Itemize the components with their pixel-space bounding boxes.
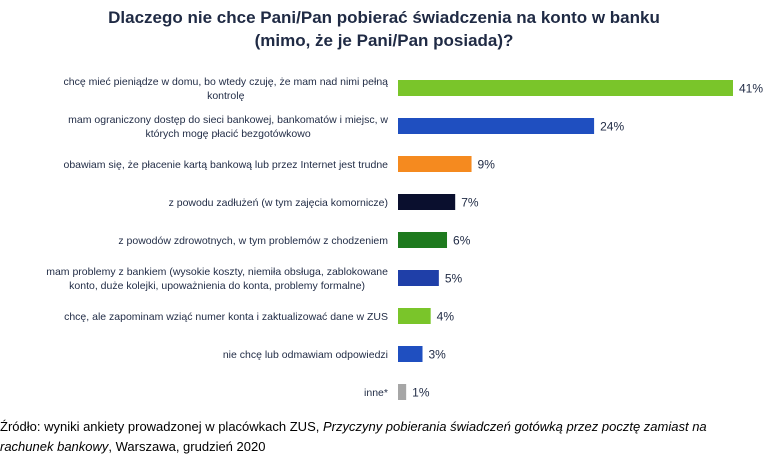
value-label-8: 3% bbox=[429, 348, 447, 362]
chart-title-line-2: (mimo, że je Pani/Pan posiada)? bbox=[254, 31, 514, 50]
category-label-8-line-1: nie chcę lub odmawiam odpowiedzi bbox=[223, 349, 388, 361]
bar-4 bbox=[398, 194, 456, 210]
category-label-5-line-1: z powodów zdrowotnych, w tym problemów z… bbox=[118, 235, 388, 247]
category-label-9-line-1: inne* bbox=[364, 387, 388, 399]
category-label-9: inne* bbox=[364, 387, 388, 399]
source-note: Źródło: wyniki ankiety prowadzonej w pla… bbox=[0, 417, 768, 457]
chart-title-line-1: Dlaczego nie chce Pani/Pan pobierać świa… bbox=[108, 8, 660, 27]
category-label-6-line-2: konto, duże kolejki, upoważnienia do kon… bbox=[69, 280, 365, 292]
category-label-7-line-1: chcę, ale zapominam wziąć numer konta i … bbox=[64, 311, 388, 323]
category-label-6-line-1: mam problemy z bankiem (wysokie koszty, … bbox=[46, 266, 388, 278]
category-label-2: mam ograniczony dostęp do sieci bankowej… bbox=[68, 114, 388, 140]
category-label-2-line-2: których mogę płacić bezgotówkowo bbox=[146, 128, 311, 140]
category-label-3: obawiam się, że płacenie kartą bankową l… bbox=[63, 159, 388, 171]
source-suffix: , Warszawa, grudzień 2020 bbox=[108, 439, 266, 454]
bar-1 bbox=[398, 80, 733, 96]
category-label-4: z powodu zadłużeń (w tym zajęcia komorni… bbox=[169, 197, 388, 209]
value-label-1: 41% bbox=[739, 82, 763, 96]
bar-3 bbox=[398, 156, 472, 172]
bar-7 bbox=[398, 308, 431, 324]
source-line-1: Źródło: wyniki ankiety prowadzonej w pla… bbox=[0, 417, 768, 437]
category-label-1: chcę mieć pieniądze w domu, bo wtedy czu… bbox=[64, 76, 389, 102]
category-label-1-line-2: kontrolę bbox=[207, 90, 245, 102]
category-label-4-line-1: z powodu zadłużeń (w tym zajęcia komorni… bbox=[169, 197, 388, 209]
source-title-part-1: Przyczyny pobierania świadczeń gotówką p… bbox=[322, 419, 707, 434]
bar-chart: 41% chcę mieć pieniądze w domu, bo wtedy … bbox=[46, 76, 763, 400]
bar-6 bbox=[398, 270, 439, 286]
value-label-7: 4% bbox=[437, 310, 455, 324]
bar-2 bbox=[398, 118, 595, 134]
bar-9 bbox=[398, 384, 407, 400]
category-label-2-line-1: mam ograniczony dostęp do sieci bankowej… bbox=[68, 114, 388, 126]
value-label-4: 7% bbox=[461, 196, 479, 210]
value-label-3: 9% bbox=[478, 158, 496, 172]
category-label-6: mam problemy z bankiem (wysokie koszty, … bbox=[46, 266, 388, 292]
category-label-5: z powodów zdrowotnych, w tym problemów z… bbox=[118, 235, 388, 247]
bar-8 bbox=[398, 346, 423, 362]
source-prefix: Źródło: wyniki ankiety prowadzonej w pla… bbox=[0, 419, 323, 434]
source-title-part-2: rachunek bankowy bbox=[0, 439, 109, 454]
category-label-3-line-1: obawiam się, że płacenie kartą bankową l… bbox=[63, 159, 388, 171]
category-label-8: nie chcę lub odmawiam odpowiedzi bbox=[223, 349, 388, 361]
source-line-2: rachunek bankowy, Warszawa, grudzień 202… bbox=[0, 437, 768, 457]
value-label-2: 24% bbox=[600, 120, 624, 134]
category-label-7: chcę, ale zapominam wziąć numer konta i … bbox=[64, 311, 388, 323]
category-label-1-line-1: chcę mieć pieniądze w domu, bo wtedy czu… bbox=[64, 76, 389, 88]
value-label-5: 6% bbox=[453, 234, 471, 248]
value-label-6: 5% bbox=[445, 272, 463, 286]
value-label-9: 1% bbox=[412, 386, 430, 400]
chart-title: Dlaczego nie chce Pani/Pan pobierać świa… bbox=[0, 6, 768, 52]
bar-5 bbox=[398, 232, 448, 248]
